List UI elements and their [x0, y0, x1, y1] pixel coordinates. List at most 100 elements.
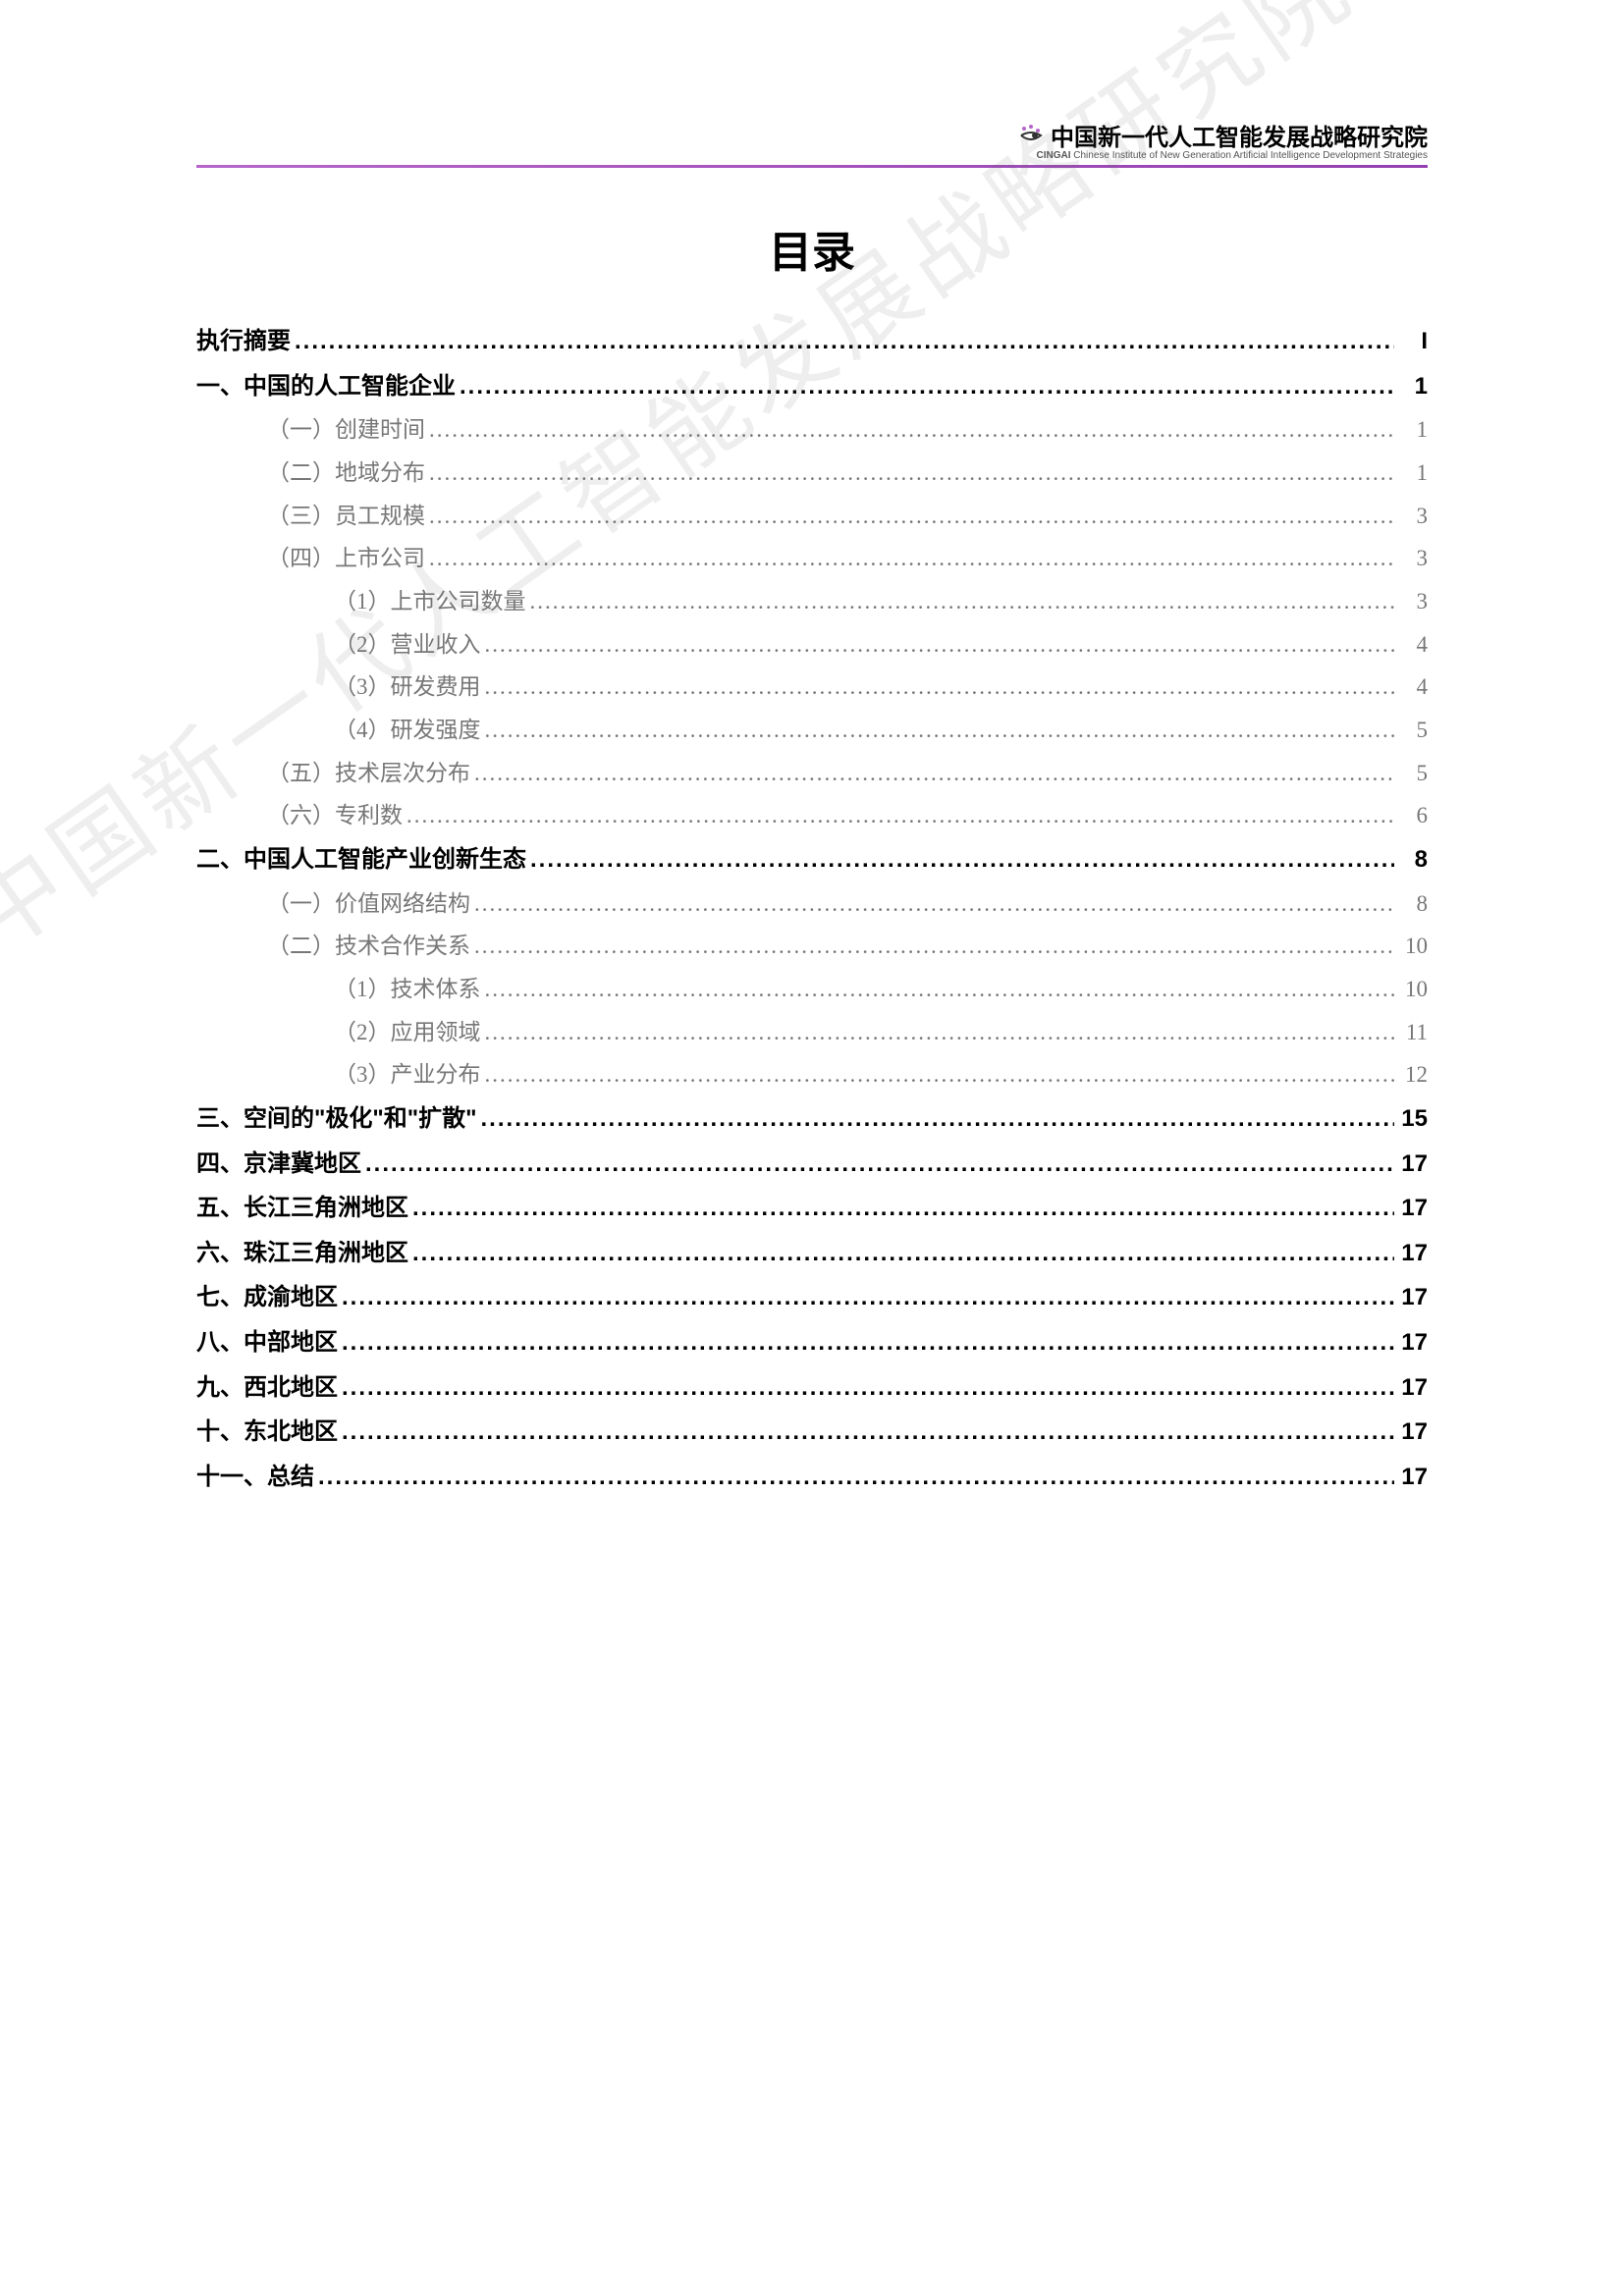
toc-entry: （1）上市公司数量3: [334, 580, 1428, 623]
toc-entry-label: 执行摘要: [196, 319, 291, 364]
toc-entry-label: （一）创建时间: [267, 408, 425, 452]
toc-entry-label: （二）技术合作关系: [267, 925, 470, 968]
toc-entry-page: 3: [1398, 537, 1428, 580]
toc-leader-dots: [485, 623, 1395, 667]
toc-entry-page: 1: [1398, 452, 1428, 495]
toc-entry-label: （2）应用领域: [334, 1011, 481, 1054]
toc-entry-label: 九、西北地区: [196, 1365, 338, 1411]
toc-entry: （六）专利数 6: [267, 794, 1428, 837]
toc-entry: 十一、总结 17: [196, 1455, 1428, 1500]
toc-entry: 三、空间的"极化"和"扩散"15: [196, 1096, 1428, 1142]
toc-leader-dots: [485, 666, 1395, 709]
toc-entry-label: （一）价值网络结构: [267, 882, 470, 926]
toc-entry-page: 17: [1398, 1231, 1428, 1276]
toc-list: 执行摘要 I 一、中国的人工智能企业 1（一）创建时间1（二）地域分布1（三）员工规模…: [196, 319, 1428, 1499]
page-container: 中国新一代人工智能发展战略研究院 CINGAI Chinese Institut…: [0, 0, 1624, 1597]
toc-entry-page: 10: [1398, 968, 1428, 1011]
toc-leader-dots: [429, 537, 1394, 580]
toc-entry: 七、成渝地区 17: [196, 1275, 1428, 1320]
toc-entry-label: （1）技术体系: [334, 968, 481, 1011]
toc-entry-label: （4）研发强度: [334, 709, 481, 752]
toc-entry-label: （四）上市公司: [267, 537, 425, 580]
org-acronym: CINGAI: [1036, 150, 1070, 161]
header-underline: [196, 165, 1428, 168]
toc-entry-page: I: [1398, 319, 1428, 364]
toc-entry: （一）创建时间1: [267, 408, 1428, 452]
toc-entry: （五）技术层次分布 5: [267, 752, 1428, 795]
toc-entry: 二、中国人工智能产业创新生态8: [196, 837, 1428, 882]
toc-entry-label: 五、长江三角洲地区: [196, 1186, 408, 1231]
toc-entry-label: 八、中部地区: [196, 1320, 338, 1365]
toc-entry: （二）技术合作关系10: [267, 925, 1428, 968]
toc-entry-page: 12: [1398, 1053, 1428, 1096]
toc-entry: 六、珠江三角洲地区 17: [196, 1231, 1428, 1276]
toc-leader-dots: [460, 364, 1394, 409]
toc-leader-dots: [429, 495, 1394, 538]
toc-entry-label: 一、中国的人工智能企业: [196, 364, 456, 409]
toc-entry-page: 15: [1398, 1096, 1428, 1142]
toc-entry-page: 3: [1398, 495, 1428, 538]
toc-entry-label: 六、珠江三角洲地区: [196, 1231, 408, 1276]
toc-entry: 四、京津冀地区17: [196, 1142, 1428, 1187]
toc-leader-dots: [474, 882, 1394, 926]
toc-entry: 九、西北地区 17: [196, 1365, 1428, 1411]
toc-entry: （3）研发费用4: [334, 666, 1428, 709]
toc-leader-dots: [481, 1096, 1394, 1142]
toc-entry-page: 17: [1398, 1410, 1428, 1455]
org-logo-icon: [1017, 122, 1045, 149]
toc-entry: （2）应用领域 11: [334, 1011, 1428, 1054]
toc-leader-dots: [530, 837, 1394, 882]
toc-entry-label: （三）员工规模: [267, 495, 425, 538]
toc-entry: 八、中部地区 17: [196, 1320, 1428, 1365]
toc-entry-page: 17: [1398, 1320, 1428, 1365]
toc-entry: 十、东北地区 17: [196, 1410, 1428, 1455]
toc-entry-page: 3: [1398, 580, 1428, 623]
toc-entry-page: 17: [1398, 1186, 1428, 1231]
toc-entry: （四）上市公司 3: [267, 537, 1428, 580]
toc-entry-page: 4: [1398, 666, 1428, 709]
toc-entry: （三）员工规模 3: [267, 495, 1428, 538]
toc-entry: 五、长江三角洲地区 17: [196, 1186, 1428, 1231]
toc-entry: （二）地域分布1: [267, 452, 1428, 495]
toc-entry-page: 5: [1398, 709, 1428, 752]
toc-entry: 执行摘要 I: [196, 319, 1428, 364]
toc-entry: （1）技术体系 10: [334, 968, 1428, 1011]
toc-entry-label: （五）技术层次分布: [267, 752, 470, 795]
toc-title: 目录: [196, 217, 1428, 280]
toc-entry: （2）营业收入 4: [334, 623, 1428, 667]
toc-entry-label: （六）专利数: [267, 794, 403, 837]
toc-entry-page: 8: [1398, 882, 1428, 926]
toc-entry-page: 5: [1398, 752, 1428, 795]
toc-entry-page: 17: [1398, 1275, 1428, 1320]
toc-leader-dots: [318, 1455, 1394, 1500]
logo-line: 中国新一代人工智能发展战略研究院: [196, 118, 1428, 152]
toc-entry: （3）产业分布 12: [334, 1053, 1428, 1096]
toc-leader-dots: [342, 1320, 1394, 1365]
toc-leader-dots: [485, 968, 1395, 1011]
toc-entry-page: 17: [1398, 1365, 1428, 1411]
toc-entry-label: 十一、总结: [196, 1455, 314, 1500]
toc-entry-label: 十、东北地区: [196, 1410, 338, 1455]
toc-leader-dots: [485, 1053, 1395, 1096]
page-header: 中国新一代人工智能发展战略研究院 CINGAI Chinese Institut…: [196, 118, 1428, 168]
toc-entry-page: 17: [1398, 1455, 1428, 1500]
toc-entry-page: 11: [1398, 1011, 1428, 1054]
toc-leader-dots: [406, 794, 1394, 837]
toc-entry-label: 七、成渝地区: [196, 1275, 338, 1320]
toc-entry-page: 8: [1398, 837, 1428, 882]
toc-entry-label: （2）营业收入: [334, 623, 481, 667]
toc-leader-dots: [342, 1365, 1394, 1411]
toc-entry-page: 4: [1398, 623, 1428, 667]
toc-leader-dots: [474, 752, 1394, 795]
toc-entry-page: 17: [1398, 1142, 1428, 1187]
toc-leader-dots: [530, 580, 1395, 623]
toc-leader-dots: [412, 1186, 1394, 1231]
toc-entry-page: 6: [1398, 794, 1428, 837]
toc-entry-label: （3）产业分布: [334, 1053, 481, 1096]
toc-leader-dots: [295, 319, 1394, 364]
toc-leader-dots: [342, 1275, 1394, 1320]
org-name-en: Chinese Institute of New Generation Arti…: [1073, 150, 1428, 161]
toc-leader-dots: [485, 1011, 1395, 1054]
toc-leader-dots: [474, 925, 1394, 968]
org-name-cn: 中国新一代人工智能发展战略研究院: [1051, 118, 1428, 152]
